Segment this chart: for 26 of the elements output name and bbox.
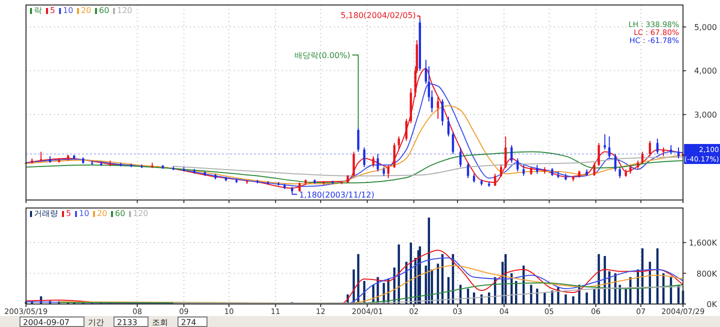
- text: 조회: [152, 318, 168, 327]
- y-tick-label: 0K: [706, 300, 718, 309]
- annotation: 1,180(2003/11/12): [299, 190, 374, 200]
- legend-label: 거래량: [34, 209, 58, 218]
- input-field: 274: [178, 316, 208, 327]
- legend-label: 5: [66, 209, 72, 218]
- y-tick-label: 800K: [696, 269, 718, 278]
- annotation: 락: [34, 6, 42, 15]
- legend-label: 120: [117, 6, 132, 15]
- annotation: 배당락(0.00%): [294, 51, 350, 60]
- legend-label: 10: [79, 209, 90, 218]
- input-field: 2133: [114, 316, 148, 327]
- legend-label: 5: [50, 6, 56, 15]
- y-tick-label: 4,000: [694, 66, 717, 76]
- input-field: 2004-09-07: [20, 316, 84, 327]
- legend-label: 60: [115, 209, 126, 218]
- legend-label: 120: [133, 209, 148, 218]
- legend-label: 20: [81, 6, 92, 15]
- y-tick-label: 5,000: [694, 22, 717, 32]
- annotation: 5,180(2004/02/05): [340, 11, 416, 20]
- legend-label: 60: [99, 6, 110, 15]
- legend-label: 20: [97, 209, 108, 218]
- legend-label: 10: [63, 6, 74, 15]
- text: 기간: [88, 318, 104, 327]
- y-tick-label: 1,600K: [688, 238, 718, 248]
- y-tick-label: 3,000: [694, 110, 717, 120]
